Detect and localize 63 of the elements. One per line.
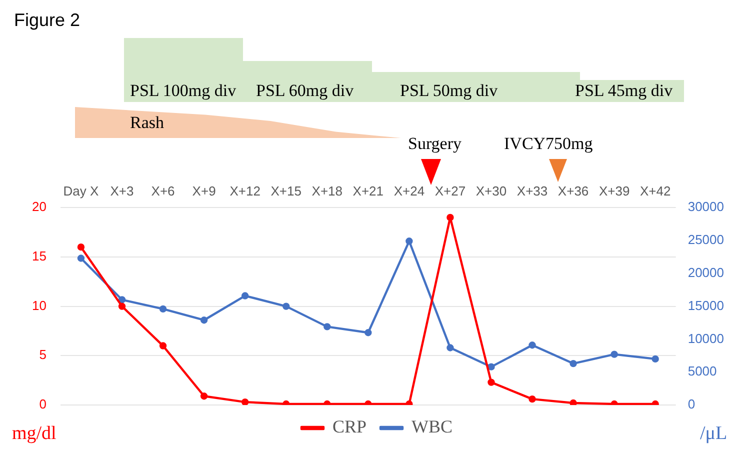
y-tick-label: 0 bbox=[39, 396, 46, 412]
point bbox=[159, 305, 167, 313]
text: PSL 60mg div bbox=[256, 81, 354, 101]
point bbox=[118, 296, 126, 304]
y2-tick-label: 5000 bbox=[688, 364, 717, 379]
x-tick-label: X+33 bbox=[516, 183, 548, 198]
point bbox=[159, 342, 167, 350]
text: PSL 45mg div bbox=[575, 81, 673, 101]
point bbox=[610, 350, 618, 358]
x-tick-label: X+12 bbox=[230, 183, 260, 198]
x-tick-label: X+42 bbox=[640, 183, 671, 198]
point bbox=[488, 363, 495, 370]
point bbox=[528, 395, 536, 403]
y2-tick-label: 30000 bbox=[688, 199, 724, 214]
point bbox=[406, 238, 413, 245]
point bbox=[282, 302, 290, 310]
point bbox=[446, 214, 454, 222]
point bbox=[241, 292, 249, 300]
legend-label: CRP bbox=[332, 416, 367, 437]
y2-tick-label: 25000 bbox=[688, 232, 724, 248]
y2-tick-label: 10000 bbox=[688, 330, 724, 346]
text: Rash bbox=[130, 113, 164, 133]
x-tick-label: X+24 bbox=[394, 183, 425, 198]
y2-tick-label: 0 bbox=[688, 396, 696, 412]
point bbox=[77, 254, 85, 262]
x-tick-label: X+27 bbox=[434, 183, 466, 198]
point bbox=[652, 355, 659, 363]
x-tick-label: X+36 bbox=[558, 183, 589, 198]
x-tick-label: X+15 bbox=[270, 183, 302, 198]
x-tick-label: X+30 bbox=[476, 183, 507, 198]
point bbox=[488, 378, 495, 386]
text: PSL 100mg div bbox=[130, 81, 236, 101]
text: IVCY750mg bbox=[504, 134, 593, 154]
x-tick-label: Day X bbox=[63, 183, 99, 198]
x-tick-label: X+9 bbox=[192, 183, 216, 198]
point bbox=[364, 329, 372, 336]
y2-tick-label: 20000 bbox=[688, 264, 724, 280]
point bbox=[446, 344, 454, 352]
x-tick-label: X+18 bbox=[312, 183, 342, 198]
y-axis-title: mg/dl bbox=[12, 423, 56, 445]
text: Surgery bbox=[408, 134, 462, 154]
point bbox=[324, 323, 331, 330]
y-tick-label: 10 bbox=[32, 298, 46, 313]
chart-title: Figure 2 bbox=[14, 10, 80, 31]
x-tick-label: X+21 bbox=[352, 183, 384, 198]
point bbox=[77, 243, 85, 251]
x-tick-label: X+39 bbox=[598, 183, 630, 198]
point bbox=[200, 392, 208, 400]
y-tick-label: 5 bbox=[39, 347, 46, 362]
y-tick-label: 15 bbox=[32, 248, 46, 264]
point bbox=[241, 398, 249, 405]
point bbox=[570, 399, 577, 405]
legend-label: WBC bbox=[412, 416, 453, 437]
point bbox=[528, 342, 536, 349]
point bbox=[570, 360, 577, 368]
text: PSL 50mg div bbox=[400, 81, 498, 101]
point bbox=[118, 302, 126, 310]
x-tick-label: X+6 bbox=[151, 183, 175, 198]
point bbox=[200, 316, 208, 324]
y-tick-label: 20 bbox=[32, 199, 46, 214]
x-tick-label: X+3 bbox=[110, 183, 134, 198]
y2-tick-label: 15000 bbox=[688, 298, 724, 313]
y2-axis-title: /μL bbox=[700, 423, 728, 445]
